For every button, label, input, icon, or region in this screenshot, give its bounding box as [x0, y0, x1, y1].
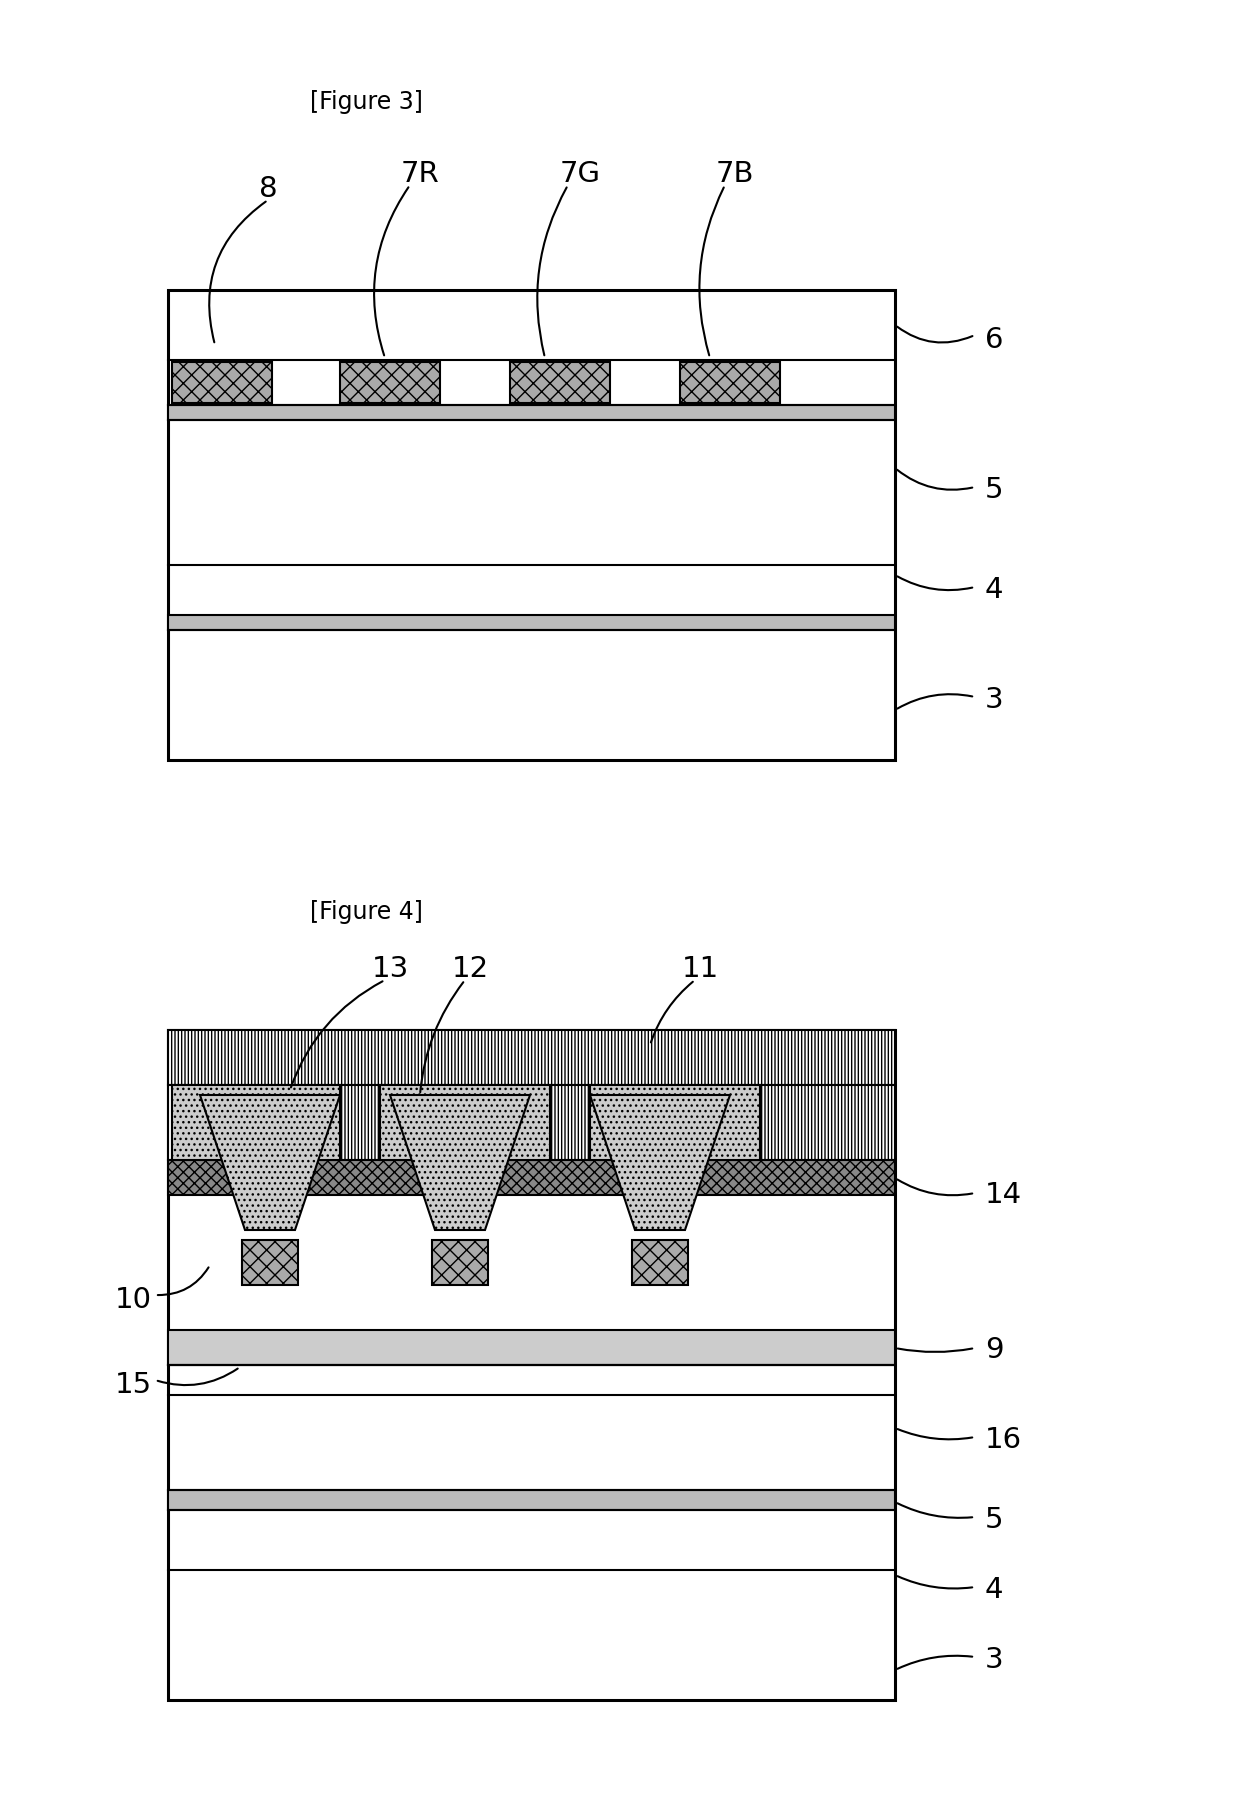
Polygon shape	[167, 1084, 895, 1160]
Polygon shape	[590, 1095, 730, 1230]
Polygon shape	[167, 1160, 895, 1196]
Text: 7B: 7B	[715, 160, 754, 187]
Text: [Figure 3]: [Figure 3]	[310, 90, 423, 113]
Text: 13: 13	[371, 955, 409, 983]
Text: 3: 3	[985, 1646, 1003, 1673]
Text: 6: 6	[985, 326, 1003, 355]
Polygon shape	[167, 614, 895, 630]
Text: 14: 14	[985, 1181, 1022, 1208]
Text: 11: 11	[681, 955, 719, 983]
Polygon shape	[432, 1241, 489, 1284]
Text: 7G: 7G	[559, 160, 600, 187]
Polygon shape	[167, 1030, 895, 1700]
Polygon shape	[167, 405, 895, 420]
Polygon shape	[632, 1241, 688, 1284]
Text: 4: 4	[985, 576, 1003, 603]
Text: 15: 15	[115, 1371, 153, 1399]
Polygon shape	[200, 1095, 340, 1230]
Polygon shape	[391, 1095, 529, 1230]
Polygon shape	[167, 1329, 895, 1365]
Text: [Figure 4]: [Figure 4]	[310, 900, 423, 924]
Text: 5: 5	[985, 475, 1003, 504]
Text: 16: 16	[985, 1426, 1022, 1453]
Polygon shape	[242, 1241, 298, 1284]
Text: 12: 12	[451, 955, 489, 983]
Polygon shape	[172, 362, 272, 403]
Text: 4: 4	[985, 1576, 1003, 1605]
Text: 5: 5	[985, 1506, 1003, 1534]
Polygon shape	[172, 1084, 340, 1160]
Text: 10: 10	[115, 1286, 153, 1315]
Polygon shape	[379, 1084, 551, 1160]
Polygon shape	[590, 1084, 760, 1160]
Text: 7R: 7R	[401, 160, 439, 187]
Polygon shape	[167, 290, 895, 760]
Text: 3: 3	[985, 686, 1003, 713]
Text: 9: 9	[985, 1336, 1003, 1363]
Polygon shape	[167, 1489, 895, 1509]
Polygon shape	[510, 362, 610, 403]
Polygon shape	[680, 362, 780, 403]
Polygon shape	[340, 362, 440, 403]
Polygon shape	[167, 1030, 895, 1084]
Text: 8: 8	[259, 175, 278, 204]
